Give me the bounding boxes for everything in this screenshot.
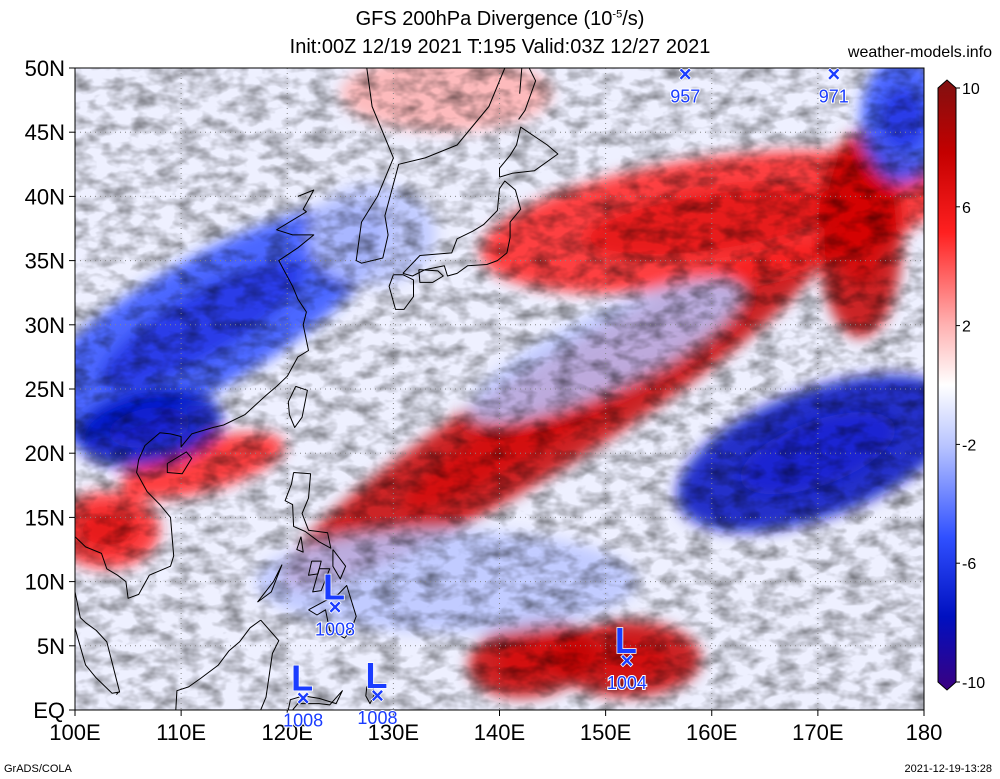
x-tick-label: 170E	[792, 720, 843, 745]
coastline-3	[166, 451, 193, 475]
x-tick-label: 120E	[262, 720, 313, 745]
coastline-18	[365, 681, 375, 705]
y-tick-label: 5N	[37, 634, 65, 659]
grid-lines	[75, 68, 924, 710]
low-pressure-value: 1008	[315, 619, 355, 639]
x-tick-label: 110E	[156, 720, 206, 745]
colorbar-label: 6	[962, 200, 971, 217]
y-tick-label: 20N	[25, 441, 65, 466]
y-tick-label: 45N	[25, 120, 65, 145]
coastline-12	[312, 568, 331, 593]
low-symbol: L	[291, 657, 313, 698]
low-center-marker: ×	[371, 683, 384, 708]
low-pressure-center-2: L×	[322, 566, 346, 621]
coastline-14	[257, 564, 283, 603]
colorbar-gradient	[937, 79, 957, 691]
x-tick-label: 180	[906, 720, 943, 745]
coastline-1	[75, 189, 315, 694]
credit-text[interactable]: weather-models.info	[847, 44, 992, 61]
low-pressure-center-0: L×	[672, 33, 696, 87]
y-axis-ticks: EQ 5N 10N 15N 20N 25N 30N 35N 40N 45N 50N	[25, 56, 75, 723]
low-symbol: L	[323, 566, 345, 607]
low-pressure-value: 1008	[283, 710, 323, 730]
low-symbol: L	[615, 620, 637, 661]
y-tick-label: 40N	[25, 184, 65, 209]
y-tick-label: 15N	[25, 505, 65, 530]
chart-subtitle: Init:00Z 12/19 2021 T:195 Valid:03Z 12/2…	[289, 36, 711, 58]
footer-timestamp: 2021-12-19-13:28	[904, 763, 992, 775]
low-center-marker: ×	[620, 648, 633, 673]
coastline-5	[418, 269, 444, 283]
coastline-15	[308, 585, 357, 639]
y-tick-label: 25N	[25, 377, 65, 402]
low-symbol: L	[673, 33, 695, 74]
coastline-19	[116, 691, 119, 695]
title-unit: /s)	[622, 8, 645, 30]
colorbar-label: 10	[962, 81, 980, 98]
low-pressure-value: 1004	[607, 673, 647, 693]
coastline-9	[284, 472, 332, 549]
low-symbol: L	[822, 33, 844, 74]
y-tick-label: 50N	[25, 56, 65, 81]
low-pressure-center-1: L×	[821, 33, 845, 87]
title-exponent: -5	[612, 8, 623, 21]
divergence-field	[75, 68, 924, 710]
colorbar-label: -6	[962, 556, 976, 573]
x-tick-label: 150E	[580, 720, 631, 745]
low-center-marker: ×	[329, 594, 342, 619]
low-symbol: L	[365, 655, 387, 696]
coastline-17	[287, 690, 343, 710]
y-tick-label: EQ	[33, 698, 65, 723]
x-tick-label: 140E	[474, 720, 525, 745]
low-pressure-center-4: L×	[290, 657, 314, 710]
coastline-13	[332, 549, 347, 580]
coastline-10	[296, 536, 304, 553]
low-pressure-value: 971	[819, 86, 849, 106]
low-center-marker: ×	[679, 61, 692, 86]
coastline-6	[402, 180, 522, 277]
coastlines	[75, 68, 559, 710]
colorbar: 10 6 2 -2 -6 -10	[937, 79, 985, 692]
y-tick-label: 10N	[25, 570, 65, 595]
colorbar-label: -10	[962, 675, 985, 692]
y-tick-label: 35N	[25, 249, 65, 274]
x-axis-ticks: 100E 110E 120E 130E 140E 150E 160E 170E 180	[49, 710, 942, 745]
x-tick-label: 130E	[368, 720, 419, 745]
low-pressure-center-3: L×	[614, 619, 638, 674]
chart-title: GFS 200hPa Divergence (10-5/s)	[0, 8, 1000, 31]
x-tick-label: 160E	[686, 720, 737, 745]
coastline-7	[499, 126, 559, 178]
coastline-4	[388, 274, 414, 310]
coastline-8	[518, 68, 537, 120]
low-center-marker: ×	[827, 61, 840, 86]
colorbar-label: -2	[962, 437, 976, 454]
colorbar-label: 2	[962, 319, 971, 336]
low-pressure-center-5: L×	[365, 654, 389, 709]
footer-software: GrADS/COLA	[4, 763, 72, 775]
x-tick-label: 100E	[49, 720, 100, 745]
title-text: GFS 200hPa Divergence (10	[355, 8, 613, 30]
y-tick-label: 30N	[25, 313, 65, 338]
low-pressure-value: 957	[670, 86, 700, 106]
low-pressure-value: 1008	[357, 708, 397, 728]
coastline-16	[175, 619, 280, 710]
coastline-2	[287, 385, 308, 428]
low-center-marker: ×	[297, 685, 310, 710]
coastline-0	[355, 68, 506, 264]
